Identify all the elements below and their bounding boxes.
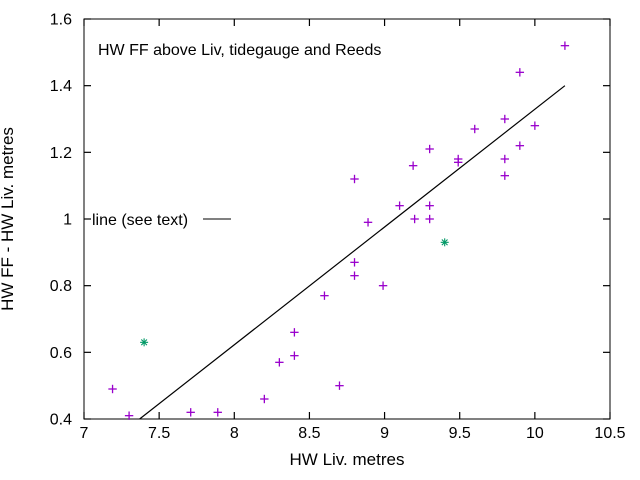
svg-text:0.4: 0.4	[50, 412, 72, 429]
svg-text:1.4: 1.4	[50, 78, 72, 95]
svg-text:HW Liv. metres: HW Liv. metres	[290, 450, 405, 469]
svg-text:1.6: 1.6	[50, 12, 72, 29]
svg-text:HW FF - HW Liv. metres: HW FF - HW Liv. metres	[0, 127, 17, 311]
svg-text:7.5: 7.5	[148, 425, 170, 442]
svg-text:line (see text): line (see text)	[92, 212, 188, 229]
svg-text:1: 1	[63, 212, 72, 229]
svg-text:7: 7	[80, 425, 89, 442]
svg-text:0.6: 0.6	[50, 345, 72, 362]
svg-text:8.5: 8.5	[298, 425, 320, 442]
svg-text:9.5: 9.5	[449, 425, 471, 442]
svg-text:8: 8	[230, 425, 239, 442]
svg-text:10.5: 10.5	[594, 425, 625, 442]
svg-text:1.2: 1.2	[50, 145, 72, 162]
svg-text:10: 10	[526, 425, 544, 442]
svg-text:0.8: 0.8	[50, 278, 72, 295]
svg-text:HW FF above Liv, tidegauge and: HW FF above Liv, tidegauge and Reeds	[98, 42, 381, 59]
svg-text:9: 9	[380, 425, 389, 442]
